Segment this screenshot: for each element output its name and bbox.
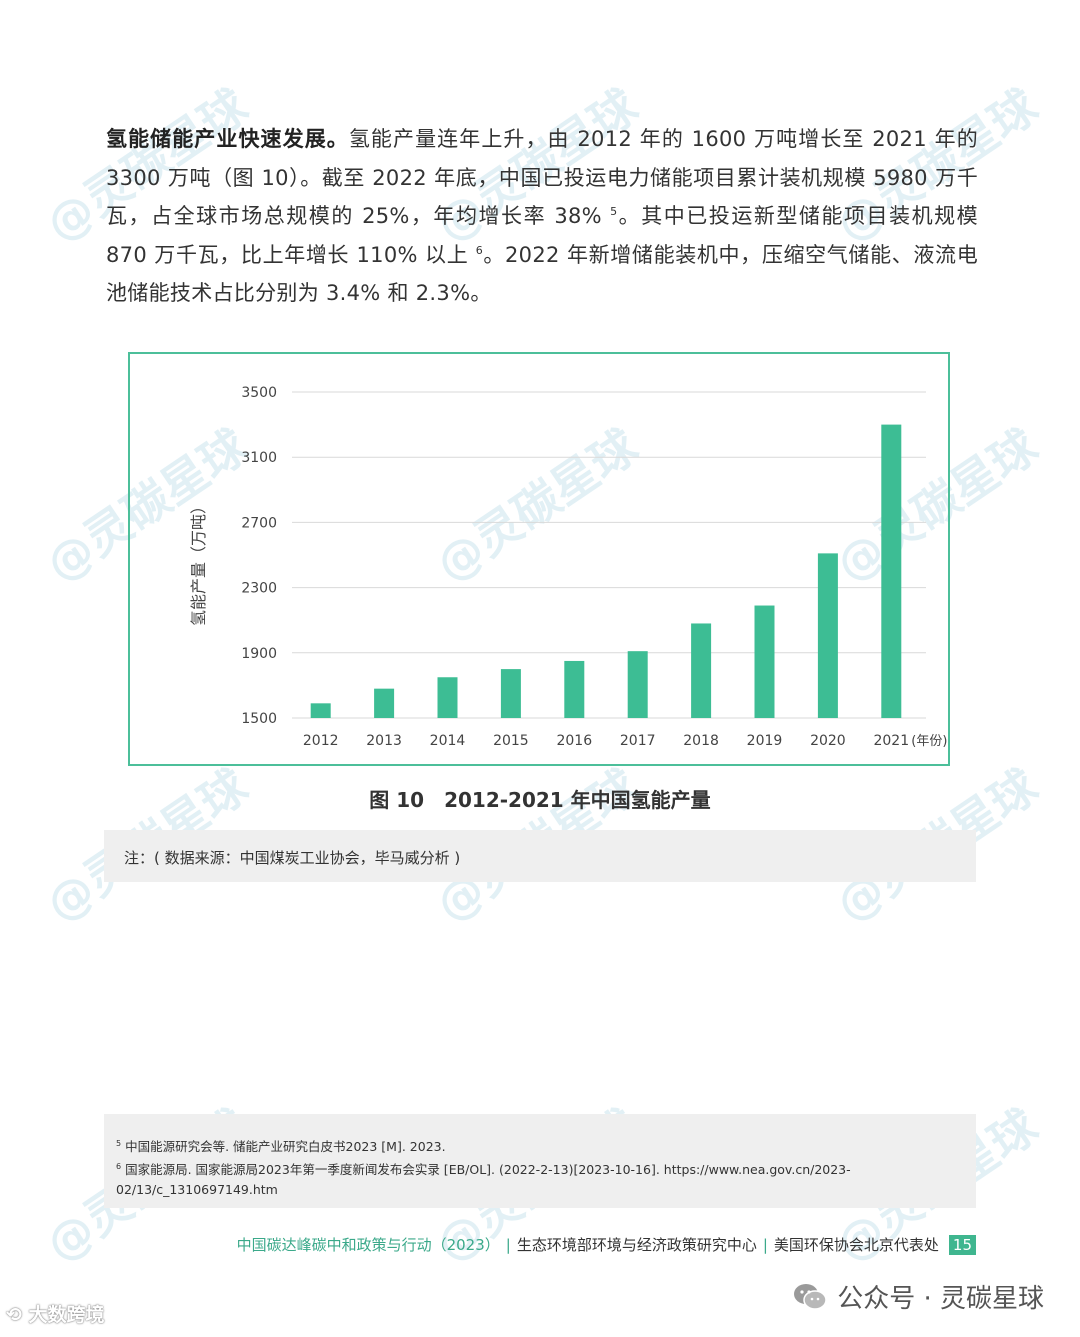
bar-2013 xyxy=(374,688,395,718)
bar-2015 xyxy=(500,669,521,718)
x-axis-unit: (年份) xyxy=(911,734,947,749)
x-tick-label: 2012 xyxy=(303,733,339,749)
footer-title: 中国碳达峰碳中和政策与行动（2023） xyxy=(236,1236,500,1254)
footnotes: 5 中国能源研究会等. 储能产业研究白皮书2023 [M]. 2023. 6 国… xyxy=(104,1114,976,1208)
footnote-5: 5 中国能源研究会等. 储能产业研究白皮书2023 [M]. 2023. xyxy=(116,1139,446,1155)
bar-2020 xyxy=(817,553,838,718)
bar-2012 xyxy=(310,703,331,718)
footer-org-2: 美国环保协会北京代表处 xyxy=(773,1236,939,1254)
footnote-6: 6 国家能源局. 国家能源局2023年第一季度新闻发布会实录 [EB/OL]. … xyxy=(116,1162,851,1198)
y-tick-label: 2300 xyxy=(241,581,277,597)
bar-2014 xyxy=(437,677,458,718)
paragraph-text-1: 氢能产量连年上升，由 2012 年的 1600 万吨增长至 2021 年的 33… xyxy=(106,127,978,228)
x-tick-label: 2019 xyxy=(747,733,783,749)
wechat-account-name: 公众号 · 灵碳星球 xyxy=(837,1284,1044,1314)
bar-2021 xyxy=(881,424,902,718)
page-number: 15 xyxy=(948,1234,976,1255)
bar-2017 xyxy=(627,651,648,718)
data-source-note: 注：( 数据来源：中国煤炭工业协会，毕马威分析 ) xyxy=(104,830,976,882)
body-paragraph: 氢能储能产业快速发展。氢能产量连年上升，由 2012 年的 1600 万吨增长至… xyxy=(106,120,978,313)
x-tick-label: 2016 xyxy=(556,733,592,749)
paragraph-lead: 氢能储能产业快速发展。 xyxy=(106,127,349,151)
bar-2018 xyxy=(691,623,712,718)
x-tick-label: 2014 xyxy=(430,733,466,749)
x-tick-label: 2015 xyxy=(493,733,529,749)
paragraph-text-3: 。2022 年新增储能装机中，压缩空气储能、液流电池储能技术占比分别为 3.4%… xyxy=(106,242,978,306)
y-tick-label: 3500 xyxy=(241,385,277,401)
footnote-ref-6[interactable]: 6 xyxy=(475,243,483,257)
footer-separator: | xyxy=(505,1235,511,1254)
x-tick-label: 2017 xyxy=(620,733,656,749)
bar-chart: 3500 3100 2700 2300 1900 1500 2012 2013 2014 201… xyxy=(189,385,947,749)
y-tick-label: 3100 xyxy=(241,450,277,466)
figure-caption: 图 10 2012-2021 年中国氢能产量 xyxy=(369,788,711,812)
bar-2016 xyxy=(564,660,585,718)
y-tick-label: 2700 xyxy=(241,515,277,531)
x-tick-label: 2013 xyxy=(366,733,402,749)
logo-icon: ⟲ xyxy=(6,1304,22,1326)
y-tick-label: 1500 xyxy=(241,711,277,727)
paragraph-text-2: 。其中已投运新型储能项目装机规模 870 万千瓦，比上年增长 110% 以上 xyxy=(106,204,978,267)
x-tick-label: 2020 xyxy=(810,733,846,749)
bar-2019 xyxy=(754,605,775,718)
footer-org-1: 生态环境部环境与经济政策研究中心 xyxy=(516,1236,757,1254)
footnote-6-link[interactable]: 国家能源局. 国家能源局2023年第一季度新闻发布会实录 [EB/OL]. (2… xyxy=(116,1162,851,1198)
x-tick-label: 2018 xyxy=(683,733,719,749)
wechat-account[interactable]: 公众号 · 灵碳星球 xyxy=(793,1278,1044,1315)
x-tick-label: 2021 xyxy=(873,733,909,749)
footnote-ref-5[interactable]: 5 xyxy=(610,205,618,218)
corner-logo: ⟲ 大数跨境 xyxy=(6,1304,105,1326)
chart-frame: 3500 3100 2700 2300 1900 1500 2012 2013 2014 201… xyxy=(128,352,950,766)
y-tick-label: 1900 xyxy=(241,646,277,662)
footer-separator: | xyxy=(762,1235,768,1254)
page-footer: 中国碳达峰碳中和政策与行动（2023） | 生态环境部环境与经济政策研究中心 |… xyxy=(237,1234,976,1255)
y-axis-title: 氢能产量（万吨） xyxy=(189,498,208,626)
wechat-icon xyxy=(794,1283,827,1310)
